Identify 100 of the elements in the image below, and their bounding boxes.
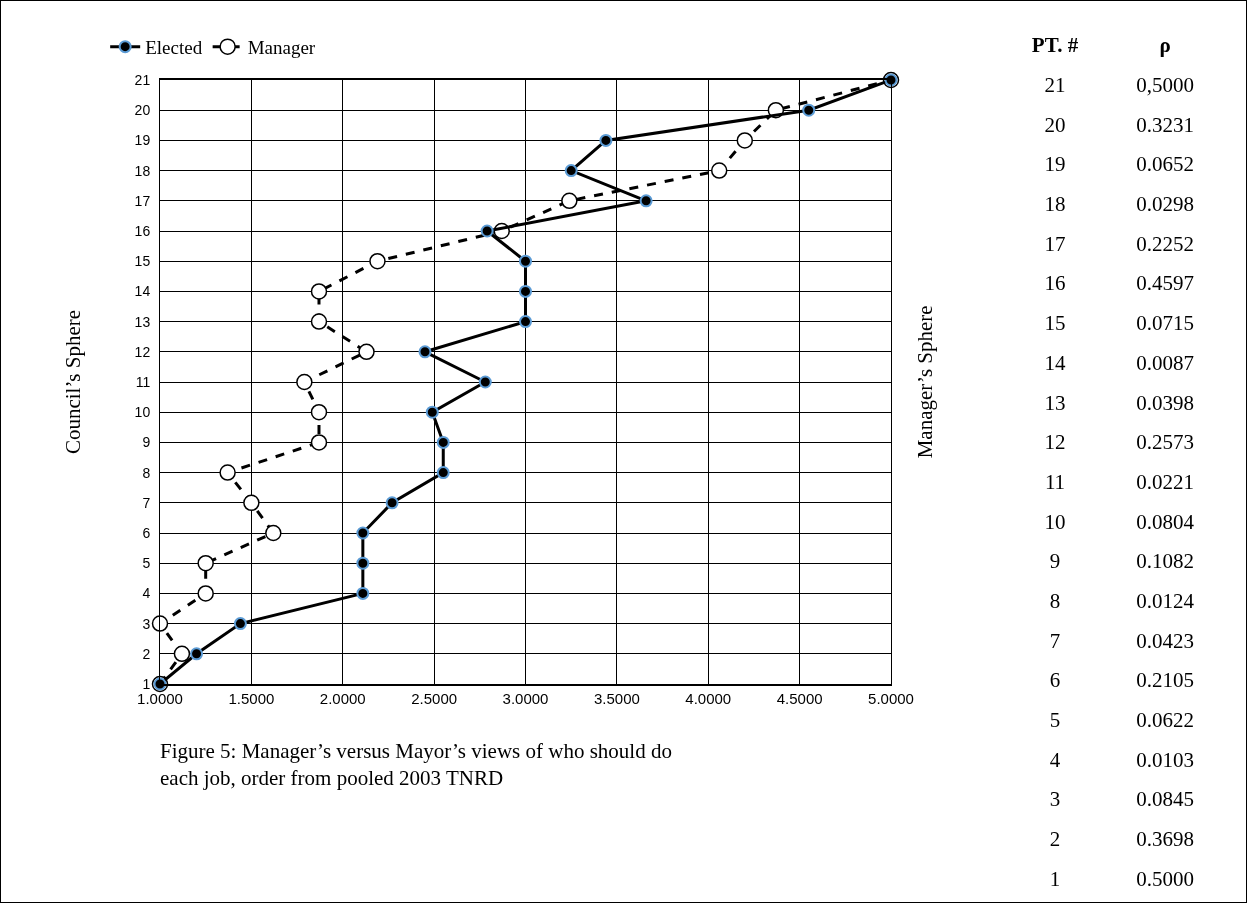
text: 0.0221: [1135, 468, 1195, 496]
text: 15: [1043, 310, 1067, 338]
y-tick-label: 18: [134, 162, 151, 179]
y-tick-label: 13: [134, 313, 151, 330]
text: ρ: [1158, 32, 1172, 60]
point: [356, 586, 370, 600]
point: [519, 315, 532, 329]
text: 0.0103: [1135, 746, 1195, 774]
text: 0.1082: [1135, 548, 1195, 576]
point: [197, 554, 214, 572]
y-tick-label: 8: [142, 464, 151, 481]
text: 0.2252: [1135, 230, 1195, 258]
y-tick-label: 10: [134, 404, 151, 421]
text: 0.2573: [1135, 429, 1195, 457]
text: 0.0124: [1135, 587, 1195, 615]
point: [710, 162, 728, 179]
text: 0.2105: [1135, 667, 1195, 695]
text: 2: [1048, 826, 1062, 854]
point: [480, 224, 494, 238]
y-tick-label: 4: [142, 585, 151, 602]
x-tick-label: 4.0000: [685, 690, 732, 707]
text: 3: [1048, 786, 1062, 814]
text: 0.0087: [1135, 349, 1195, 377]
point: [243, 494, 260, 512]
point: [233, 617, 247, 631]
y-tick-label: 9: [142, 434, 151, 451]
text: 0.0622: [1135, 707, 1195, 735]
y-tick-label: 14: [134, 283, 151, 300]
x-tick-label: 2.0000: [319, 690, 366, 707]
text: 1: [1048, 865, 1062, 893]
x-tick-label: 3.0000: [502, 690, 549, 707]
point: [436, 466, 450, 480]
point: [639, 194, 653, 208]
text: 0,5000: [1135, 72, 1195, 100]
text: 17: [1043, 230, 1067, 258]
point: [736, 132, 754, 149]
point: [425, 405, 439, 419]
text: 4: [1048, 746, 1062, 774]
point: [385, 496, 399, 510]
text: 0.3698: [1135, 826, 1195, 854]
point: [436, 435, 450, 449]
text: 21: [1043, 72, 1067, 100]
y-tick-label: 2: [142, 645, 151, 662]
text: 11: [1043, 468, 1067, 496]
text: 0.0423: [1135, 627, 1195, 655]
text: 0.3231: [1135, 111, 1195, 139]
y-tick-label: 5: [142, 555, 151, 572]
point: [296, 373, 313, 391]
text: 0.5000: [1135, 865, 1195, 893]
y-tick-label: 16: [134, 222, 151, 239]
x-tick-label: 4.5000: [776, 690, 823, 707]
x-tick-label: 1.0000: [137, 690, 183, 707]
text: 0.0652: [1135, 151, 1195, 179]
text: PT. #: [1030, 32, 1080, 60]
y-tick-label: 12: [134, 343, 151, 360]
text: 7: [1048, 627, 1062, 655]
text: 0.0398: [1135, 389, 1195, 417]
text: 5: [1048, 707, 1062, 735]
text: 14: [1043, 349, 1067, 377]
point: [561, 192, 578, 210]
x-tick-label: 5.0000: [868, 690, 914, 707]
text: 19: [1043, 151, 1067, 179]
point: [173, 645, 191, 663]
text: 0.0715: [1135, 310, 1195, 338]
y-tick-label: 17: [134, 192, 151, 209]
point: [802, 103, 816, 117]
point: [418, 345, 432, 359]
y-tick-label: 1: [142, 675, 151, 692]
text: 18: [1043, 191, 1067, 219]
text: 6: [1048, 667, 1062, 695]
point: [356, 526, 370, 540]
x-tick-label: 1.5000: [228, 690, 275, 707]
point: [310, 283, 328, 300]
y-tick-label: 3: [142, 615, 151, 632]
point: [564, 164, 578, 178]
point: [519, 254, 532, 268]
y2-axis-title: Manager’s Sphere: [913, 305, 938, 459]
point: [190, 647, 204, 661]
point: [197, 585, 214, 602]
text: 0.0298: [1135, 191, 1195, 219]
point: [356, 556, 370, 570]
y-tick-label: 11: [135, 373, 151, 390]
point: [310, 313, 328, 330]
text: 12: [1043, 429, 1067, 457]
text: 0.0845: [1135, 786, 1195, 814]
text: 10: [1043, 508, 1067, 536]
text: 13: [1043, 389, 1067, 417]
text: 9: [1048, 548, 1062, 576]
point: [369, 252, 386, 270]
legend-label: Manager: [247, 37, 316, 59]
text: 0.4597: [1135, 270, 1195, 298]
y-tick-label: 6: [142, 524, 151, 541]
point: [519, 284, 532, 298]
caption: Figure 5: Manager’s versus Mayor’s views of who should do each job, order from pooled 2003 TNRD: [160, 738, 673, 793]
text: 0.0804: [1135, 508, 1195, 536]
text: 20: [1043, 111, 1067, 139]
point: [358, 343, 375, 361]
text: 8: [1048, 587, 1062, 615]
x-tick-label: 3.5000: [593, 690, 640, 707]
y-tick-label: 21: [134, 71, 151, 88]
